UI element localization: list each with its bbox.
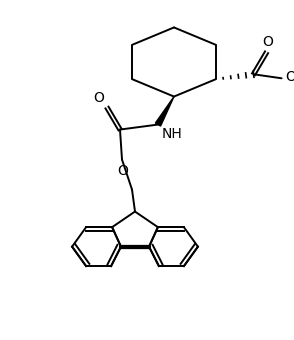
Text: O: O: [262, 35, 273, 49]
Polygon shape: [156, 97, 174, 126]
Text: NH: NH: [162, 126, 182, 140]
Text: O: O: [93, 90, 104, 105]
Text: OH: OH: [285, 70, 294, 84]
Text: O: O: [118, 164, 128, 177]
